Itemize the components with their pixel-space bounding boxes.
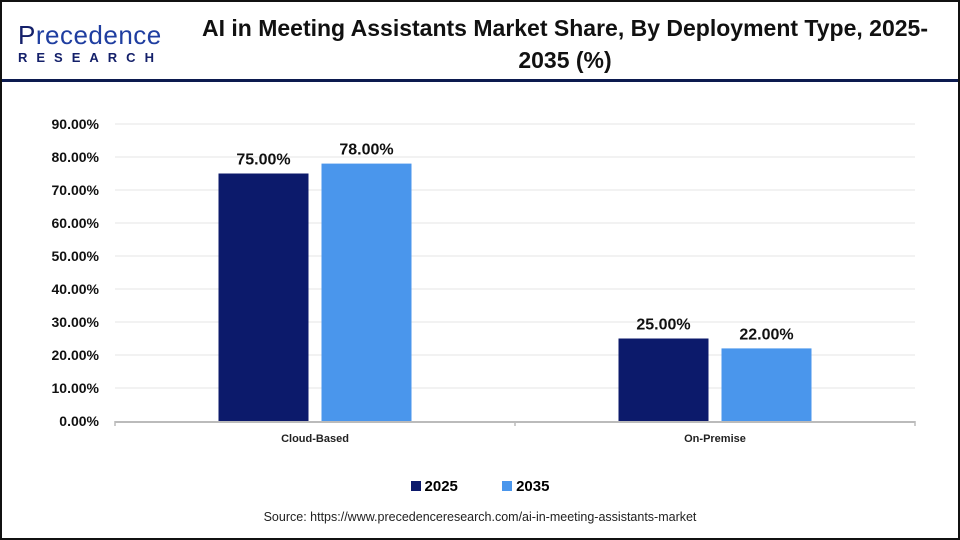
y-tick-label: 80.00% bbox=[52, 149, 100, 165]
data-label: 78.00% bbox=[339, 142, 393, 159]
y-tick-label: 60.00% bbox=[52, 215, 100, 231]
data-label: 22.00% bbox=[739, 326, 793, 343]
y-tick-label: 40.00% bbox=[52, 281, 100, 297]
legend-swatch bbox=[410, 481, 421, 491]
logo-subtitle: RESEARCH bbox=[18, 50, 163, 65]
legend-label: 2035 bbox=[516, 478, 550, 495]
x-tick-label: On-Premise bbox=[684, 433, 746, 445]
bar-2035-on-premise bbox=[721, 348, 812, 421]
y-tick-label: 10.00% bbox=[52, 380, 100, 396]
source-text: Source: https://www.precedenceresearch.c… bbox=[263, 510, 697, 524]
legend-item-2035: 2035 bbox=[502, 478, 549, 495]
chart-title: AI in Meeting Assistants Market Share, B… bbox=[202, 15, 928, 73]
logo: Precedence RESEARCH bbox=[18, 22, 163, 65]
legend-label: 2025 bbox=[424, 478, 458, 495]
bar-2035-cloud-based bbox=[321, 163, 412, 421]
legend-swatch bbox=[502, 481, 513, 491]
logo-word: recedence bbox=[35, 20, 162, 50]
legend: 2025 2035 bbox=[0, 478, 960, 495]
y-tick-label: 20.00% bbox=[52, 347, 100, 363]
data-label: 25.00% bbox=[636, 317, 690, 334]
y-tick-label: 70.00% bbox=[52, 182, 100, 198]
y-tick-label: 50.00% bbox=[52, 248, 100, 264]
data-label: 75.00% bbox=[236, 152, 290, 169]
logo-initial: P bbox=[18, 20, 36, 50]
legend-item-2025: 2025 bbox=[410, 478, 458, 495]
y-tick-label: 90.00% bbox=[52, 116, 100, 132]
bar-2025-on-premise bbox=[618, 338, 709, 421]
y-tick-label: 30.00% bbox=[52, 314, 100, 330]
header-divider bbox=[2, 79, 958, 82]
bar-2025-cloud-based bbox=[218, 173, 309, 421]
x-tick-label: Cloud-Based bbox=[281, 433, 349, 445]
y-tick-label: 0.00% bbox=[59, 413, 99, 429]
